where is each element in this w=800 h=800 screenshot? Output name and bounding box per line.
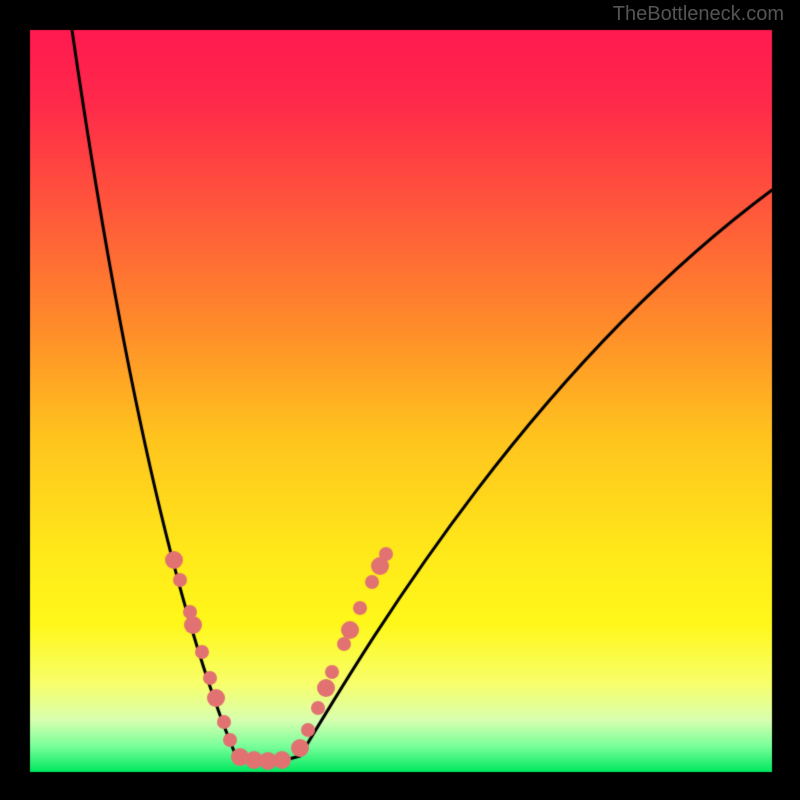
bottleneck-chart-canvas: [0, 0, 800, 800]
watermark-text: TheBottleneck.com: [613, 3, 784, 26]
